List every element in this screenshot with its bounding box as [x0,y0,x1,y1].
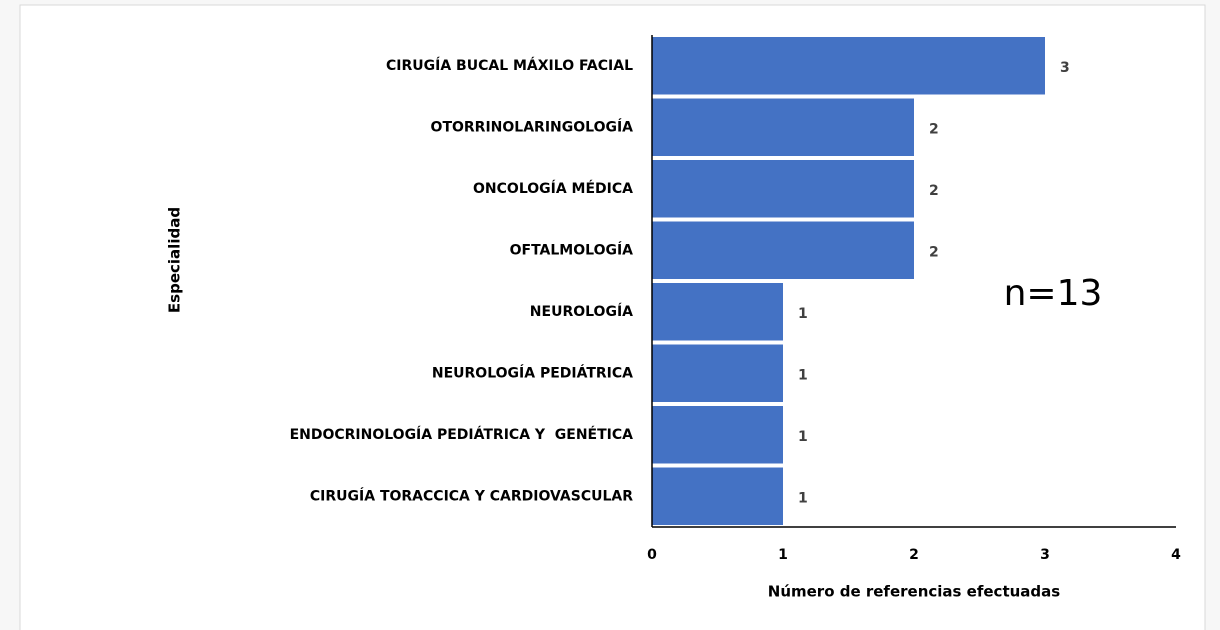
x-axis-label: Número de referencias efectuadas [768,583,1061,601]
y-tick-label: ENDOCRINOLOGÍA PEDIÁTRICA Y GENÉTICA [290,426,634,443]
y-tick-label: OTORRINOLARINGOLOGÍA [431,118,634,135]
chart-frame [19,4,1206,630]
bar [652,221,914,279]
value-label: 1 [798,367,808,383]
y-tick-label: OFTALMOLOGÍA [510,241,634,258]
y-tick-label: CIRUGÍA TORACCICA Y CARDIOVASCULAR [310,487,633,504]
value-label: 2 [929,244,939,260]
value-label: 1 [798,429,808,445]
bar [652,37,1045,95]
bar [652,283,783,341]
x-tick-label: 4 [1171,547,1181,563]
value-label: 3 [1060,60,1070,76]
x-tick-label: 2 [909,547,919,563]
bar [652,406,783,464]
bar [652,344,783,402]
bar [652,467,783,525]
y-tick-label: ONCOLOGÍA MÉDICA [473,180,633,197]
annotation: n=13 [1004,273,1103,314]
y-axis-label: Especialidad [166,207,184,313]
value-label: 2 [929,121,939,137]
value-label: 1 [798,490,808,506]
y-tick-label: CIRUGÍA BUCAL MÁXILO FACIAL [386,57,633,74]
value-label: 2 [929,183,939,199]
value-label: 1 [798,306,808,322]
bar [652,98,914,156]
bar [652,160,914,218]
y-tick-label: NEUROLOGÍA [530,303,633,320]
x-tick-label: 3 [1040,547,1050,563]
x-tick-label: 0 [647,547,657,563]
y-tick-label: NEUROLOGÍA PEDIÁTRICA [432,364,633,381]
x-tick-label: 1 [778,547,788,563]
